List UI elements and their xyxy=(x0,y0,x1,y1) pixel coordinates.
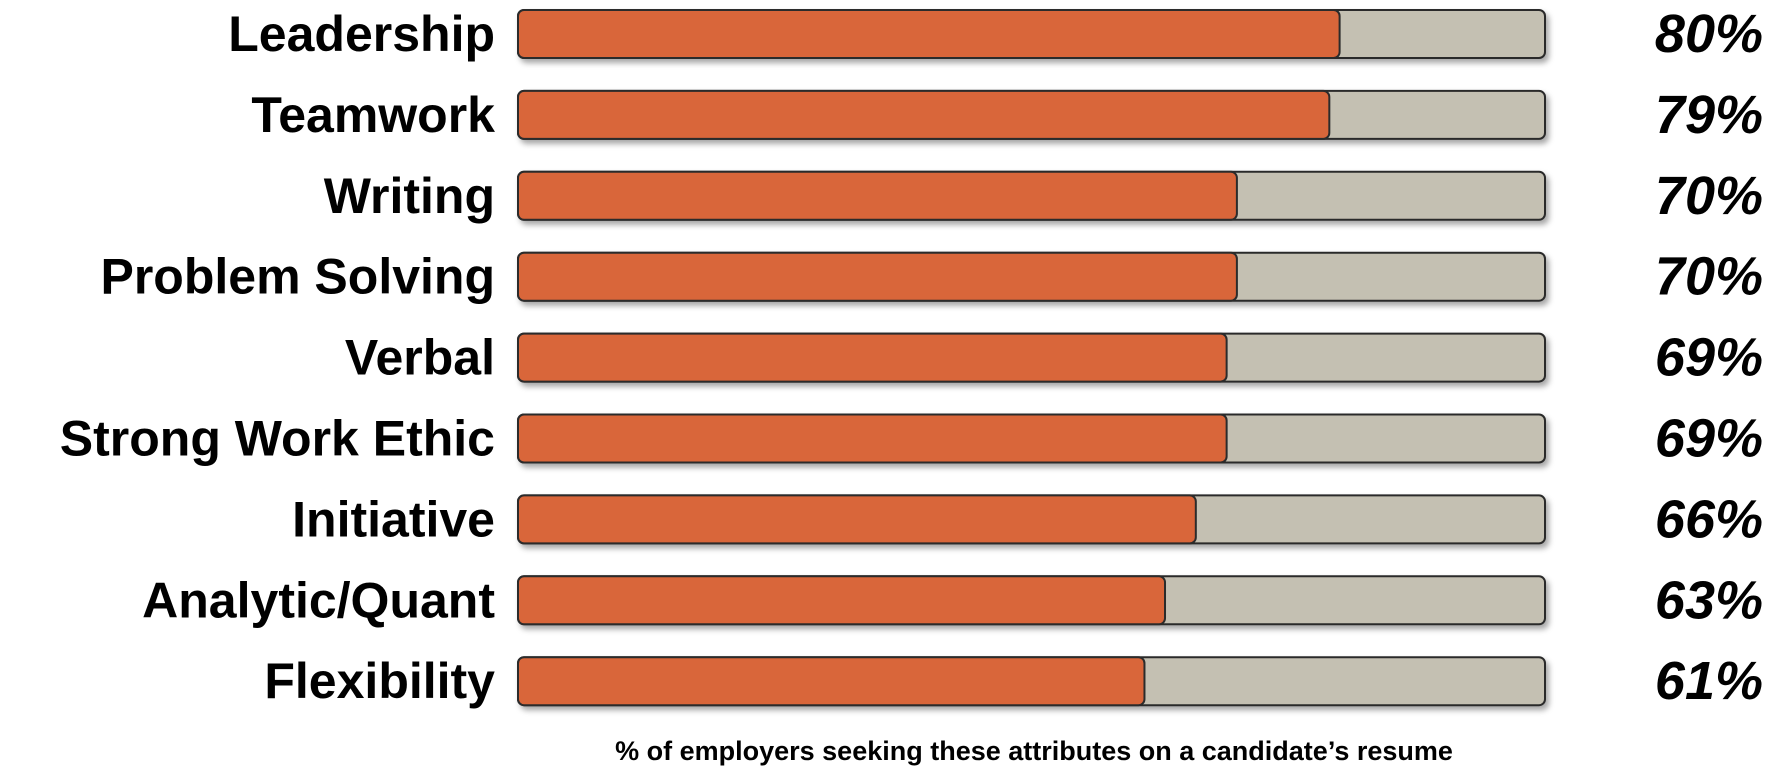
data-label: 80% xyxy=(1655,4,1763,64)
bar xyxy=(517,89,1331,140)
bar xyxy=(517,170,1238,221)
bar xyxy=(517,9,1341,59)
bar xyxy=(517,575,1167,626)
data-label: 70% xyxy=(1655,247,1763,307)
bar-row: Initiative 66% xyxy=(292,489,1763,549)
category-label: Verbal xyxy=(345,330,495,386)
bar-row: Leadership 80% xyxy=(228,4,1763,64)
category-label: Leadership xyxy=(228,6,495,62)
data-label: 69% xyxy=(1655,328,1763,388)
bar-row: Teamwork 79% xyxy=(251,85,1763,145)
category-label: Strong Work Ethic xyxy=(60,411,495,467)
data-label: 66% xyxy=(1655,489,1763,549)
bar-row: Verbal 69% xyxy=(345,328,1763,388)
bar xyxy=(517,494,1197,545)
category-label: Initiative xyxy=(292,491,495,547)
category-label: Flexibility xyxy=(264,653,495,709)
data-label: 70% xyxy=(1655,166,1763,226)
bar xyxy=(517,656,1146,707)
category-label: Teamwork xyxy=(251,87,495,143)
bar-row: Strong Work Ethic 69% xyxy=(60,409,1763,469)
bar-row: Problem Solving 70% xyxy=(100,247,1763,307)
x-axis-label: % of employers seeking these attributes … xyxy=(615,736,1453,766)
bars-layer: Leadership 80%Teamwork 79%Writing 70%Proble… xyxy=(60,4,1763,711)
data-label: 79% xyxy=(1655,85,1763,145)
category-label: Writing xyxy=(324,168,495,224)
bar-row: Flexibility 61% xyxy=(264,651,1763,711)
data-label: 61% xyxy=(1655,651,1763,711)
bar xyxy=(517,413,1228,464)
bar-row: Writing 70% xyxy=(324,166,1763,226)
category-label: Analytic/Quant xyxy=(142,572,495,628)
bar xyxy=(517,251,1238,302)
category-label: Problem Solving xyxy=(100,249,495,305)
bar xyxy=(517,332,1228,383)
data-label: 63% xyxy=(1655,570,1763,630)
data-label: 69% xyxy=(1655,409,1763,469)
bar-row: Analytic/Quant 63% xyxy=(142,570,1763,630)
